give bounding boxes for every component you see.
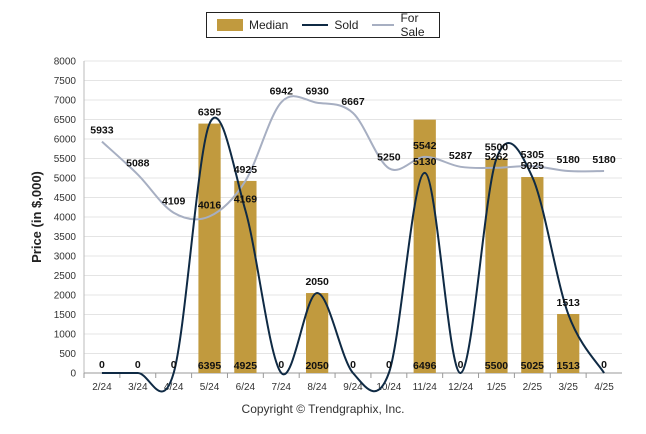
y-tick-label: 1500 <box>54 310 77 321</box>
x-tick-label: 5/24 <box>200 382 220 393</box>
data-label-sold: 0 <box>278 359 284 371</box>
y-tick-label: 4500 <box>54 193 77 204</box>
data-label-sold: 5025 <box>521 160 545 172</box>
legend-label-median: Median <box>249 18 289 32</box>
data-label-sold: 2050 <box>305 276 329 288</box>
data-label-for-sale: 4016 <box>198 199 222 211</box>
y-tick-label: 7500 <box>54 76 77 87</box>
data-label-for-sale: 5542 <box>413 140 437 152</box>
data-label-median: 2050 <box>305 360 329 372</box>
data-label-for-sale: 6930 <box>305 86 329 98</box>
bar-median <box>485 158 508 373</box>
data-label-median: 5025 <box>521 360 545 372</box>
x-tick-label: 4/25 <box>594 382 614 393</box>
data-label-median: 6395 <box>198 360 222 372</box>
x-tick-label: 9/24 <box>343 382 363 393</box>
y-tick-label: 2500 <box>54 271 77 282</box>
data-label-sold: 1513 <box>557 297 581 309</box>
y-tick-label: 4000 <box>54 213 77 224</box>
x-tick-label: 3/25 <box>558 382 578 393</box>
x-tick-label: 2/25 <box>523 382 543 393</box>
data-label-sold: 6395 <box>198 107 222 119</box>
y-tick-label: 7000 <box>54 96 77 107</box>
data-label-sold: 0 <box>350 359 356 371</box>
x-tick-label: 10/24 <box>376 382 401 393</box>
bar-median <box>521 177 544 373</box>
data-label-for-sale: 5250 <box>377 151 401 163</box>
y-tick-label: 6000 <box>54 135 77 146</box>
y-tick-label: 5500 <box>54 154 77 165</box>
legend-label-sold: Sold <box>334 18 359 32</box>
x-tick-label: 7/24 <box>272 382 292 393</box>
x-tick-label: 4/24 <box>164 382 184 393</box>
legend-swatch-sold <box>302 24 329 26</box>
legend-swatch-median <box>217 19 243 31</box>
copyright: Copyright © Trendgraphix, Inc. <box>241 402 405 416</box>
data-label-for-sale: 5305 <box>521 149 545 161</box>
y-tick-label: 1000 <box>54 330 77 341</box>
data-label-median: 5500 <box>485 360 509 372</box>
data-label-median: 6496 <box>413 360 437 372</box>
data-label-sold: 0 <box>135 359 141 371</box>
y-tick-label: 8000 <box>54 57 77 68</box>
data-label-sold: 0 <box>458 359 464 371</box>
bar-median <box>198 123 221 373</box>
x-tick-label: 12/24 <box>448 382 473 393</box>
x-tick-label: 8/24 <box>307 382 327 393</box>
y-tick-label: 2000 <box>54 291 77 302</box>
data-label-for-sale: 5933 <box>90 125 114 137</box>
data-label-for-sale: 5180 <box>557 154 581 166</box>
data-label-for-sale: 6942 <box>270 85 294 97</box>
y-tick-label: 0 <box>70 369 76 380</box>
legend-item-for-sale: For Sale <box>372 11 439 39</box>
data-label-sold: 4169 <box>234 193 258 205</box>
legend-label-for-sale: For Sale <box>400 11 425 39</box>
data-label-sold: 0 <box>171 359 177 371</box>
y-tick-label: 3000 <box>54 252 77 263</box>
data-label-for-sale: 5088 <box>126 158 150 170</box>
legend-item-median: Median <box>217 18 288 32</box>
legend-swatch-for-sale <box>372 24 395 26</box>
line-sold <box>101 116 605 393</box>
bar-median <box>306 293 329 373</box>
line-for-sale <box>101 95 605 221</box>
data-label-for-sale: 5262 <box>485 151 509 163</box>
x-tick-label: 2/24 <box>92 382 112 393</box>
x-tick-label: 1/25 <box>487 382 507 393</box>
bar-median <box>234 180 257 373</box>
data-label-for-sale: 4925 <box>234 164 258 176</box>
data-label-sold: 0 <box>386 359 392 371</box>
legend-item-sold: Sold <box>302 18 358 32</box>
y-tick-label: 6500 <box>54 115 77 126</box>
data-label-sold: 5500 <box>485 142 509 154</box>
legend: Median Sold For Sale <box>206 11 440 39</box>
x-tick-label: 6/24 <box>236 382 256 393</box>
y-tick-label: 500 <box>59 349 76 360</box>
data-label-sold: 0 <box>99 359 105 371</box>
data-label-for-sale: 5180 <box>592 154 616 166</box>
y-axis-title: Price (in $,000) <box>29 171 44 263</box>
data-label-for-sale: 5287 <box>449 150 473 162</box>
x-tick-label: 11/24 <box>413 382 438 393</box>
data-label-sold: 0 <box>601 359 607 371</box>
y-tick-label: 3500 <box>54 232 77 243</box>
data-label-sold: 5130 <box>413 156 437 168</box>
data-label-for-sale: 6667 <box>341 96 365 108</box>
y-tick-label: 5000 <box>54 174 77 185</box>
data-label-median: 1513 <box>557 360 581 372</box>
data-label-median: 4925 <box>234 360 258 372</box>
data-label-for-sale: 4109 <box>162 196 186 208</box>
x-tick-label: 3/24 <box>128 382 148 393</box>
